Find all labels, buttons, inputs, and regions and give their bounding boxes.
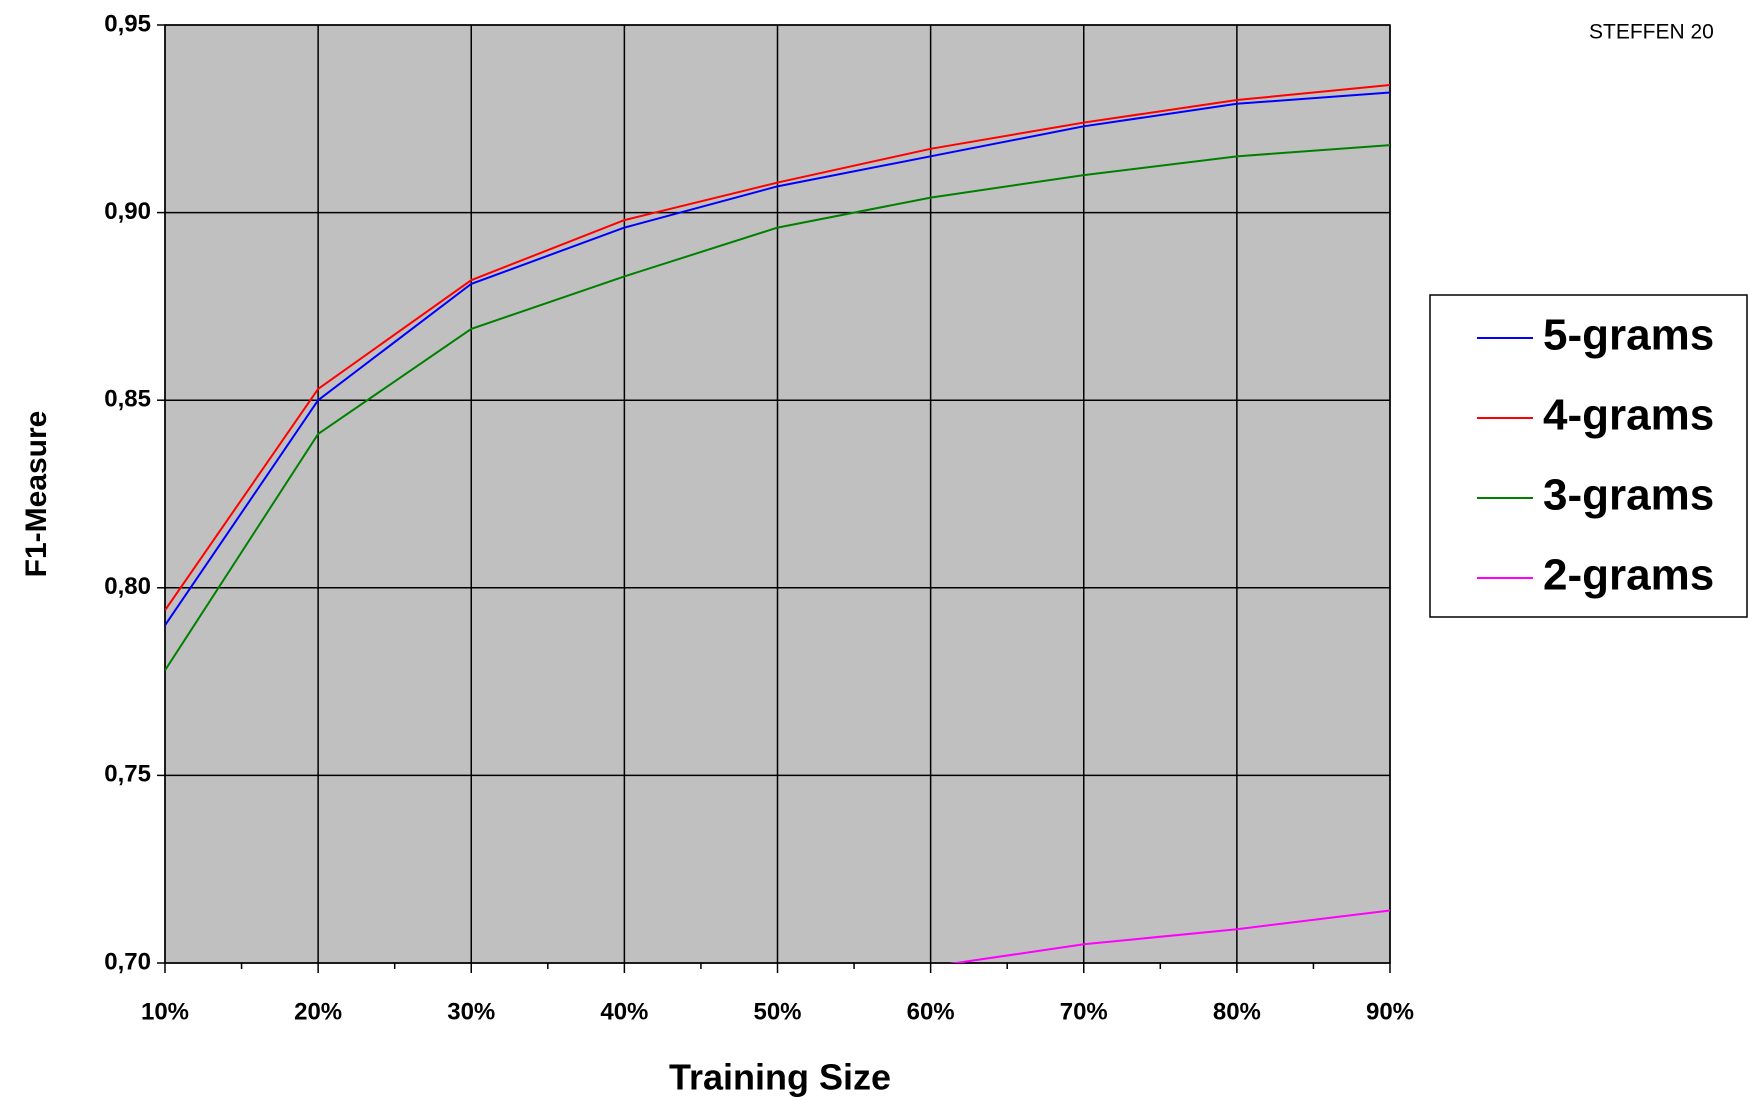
y-tick-label: 0,75 bbox=[104, 761, 151, 788]
series-line bbox=[165, 84, 1390, 611]
x-tick-label: 30% bbox=[447, 998, 495, 1025]
y-axis-title: F1-Measure bbox=[20, 411, 53, 578]
legend-label: 2-grams bbox=[1543, 551, 1714, 600]
series-line bbox=[165, 144, 1390, 671]
legend-label: 4-grams bbox=[1543, 391, 1714, 440]
annotation: STEFFEN 20 bbox=[1589, 21, 1714, 44]
plot-border bbox=[164, 24, 1391, 964]
y-tick-label: 0,95 bbox=[104, 10, 151, 37]
y-tick-label: 0,90 bbox=[104, 198, 151, 225]
x-tick-label: 10% bbox=[141, 998, 189, 1025]
y-tick-label: 0,80 bbox=[104, 573, 151, 600]
y-tick-label: 0,70 bbox=[104, 948, 151, 975]
x-tick-label: 40% bbox=[600, 998, 648, 1025]
x-tick-label: 70% bbox=[1060, 998, 1108, 1025]
legend-label: 3-grams bbox=[1543, 471, 1714, 520]
legend-label: 5-grams bbox=[1543, 311, 1714, 360]
x-axis-title: Training Size bbox=[669, 1057, 891, 1098]
legend-box bbox=[1429, 294, 1748, 618]
x-tick-label: 20% bbox=[294, 998, 342, 1025]
series-line bbox=[949, 909, 1390, 963]
x-tick-label: 60% bbox=[907, 998, 955, 1025]
x-tick-label: 50% bbox=[753, 998, 801, 1025]
series-line bbox=[165, 91, 1390, 626]
x-tick-label: 90% bbox=[1366, 998, 1414, 1025]
x-tick-label: 80% bbox=[1213, 998, 1261, 1025]
y-tick-label: 0,85 bbox=[104, 386, 151, 413]
series-layer bbox=[165, 84, 1390, 963]
